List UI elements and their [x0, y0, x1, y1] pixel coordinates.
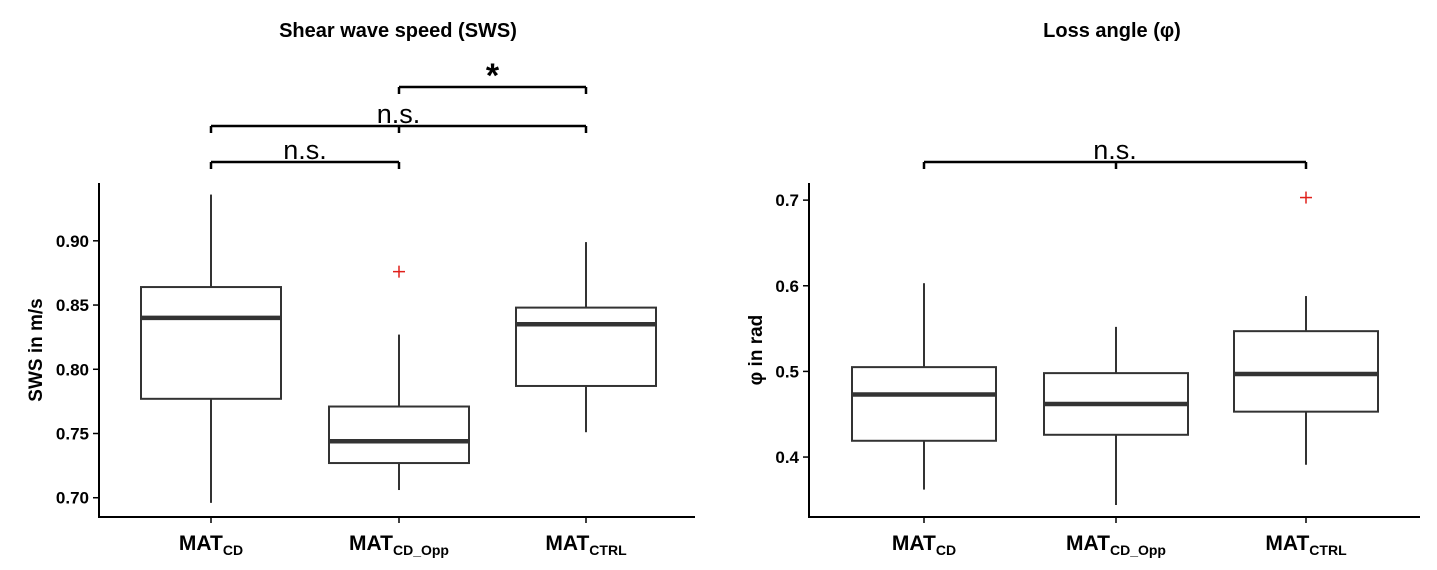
y-tick-label: 0.70: [56, 489, 89, 508]
box-iqr: [140, 286, 282, 400]
category-subscript: CTRL: [589, 542, 627, 558]
y-tick-label: 0.6: [775, 277, 799, 296]
category-subscript: CD_Opp: [393, 542, 449, 558]
x-tick-label: MATCD_Opp: [1066, 532, 1166, 558]
category-subscript: CD_Opp: [1110, 542, 1166, 558]
y-axis-label: φ in rad: [746, 315, 767, 386]
category-main: MAT: [1265, 532, 1309, 555]
x-tick-label: MATCTRL: [545, 532, 627, 558]
significance-label: n.s.: [377, 99, 421, 129]
y-tick-label: 0.75: [56, 425, 89, 444]
chart-title: Shear wave speed (SWS): [279, 20, 517, 42]
x-tick-label: MATCD_Opp: [349, 532, 449, 558]
x-tick-label: MATCD: [892, 532, 956, 558]
significance-bracket: n.s.: [922, 135, 1308, 169]
significance-label: n.s.: [283, 135, 327, 165]
significance-bracket: *: [397, 57, 588, 95]
significance-bracket: n.s.: [209, 99, 588, 133]
outlier-marker: [393, 265, 405, 278]
y-tick-label: 0.90: [56, 232, 89, 251]
x-tick-label: MATCTRL: [1265, 532, 1347, 558]
y-tick-label: 0.5: [775, 362, 799, 381]
box-iqr: [515, 306, 657, 387]
category-main: MAT: [892, 532, 936, 555]
box-iqr: [1233, 330, 1379, 413]
significance-bracket: n.s.: [209, 135, 401, 169]
significance-label: *: [486, 57, 500, 95]
category-subscript: CD: [223, 542, 243, 558]
outlier-marker: [1300, 191, 1312, 204]
chart-title: Loss angle (φ): [1043, 20, 1181, 42]
y-tick-label: 0.80: [56, 360, 89, 379]
significance-label: n.s.: [1093, 135, 1137, 165]
box-iqr: [328, 405, 470, 465]
box-iqr: [851, 366, 997, 442]
category-main: MAT: [349, 532, 393, 555]
chart-panel-1: Shear wave speed (SWS) 0.70 0.75 0.80 0.85 0.…: [26, 20, 695, 558]
category-main: MAT: [545, 532, 589, 555]
y-axis-label: SWS in m/s: [26, 298, 47, 401]
category-subscript: CD: [936, 542, 956, 558]
y-tick-label: 0.4: [775, 448, 799, 467]
category-main: MAT: [1066, 532, 1110, 555]
x-tick-label: MATCD: [179, 532, 243, 558]
y-tick-label: 0.85: [56, 296, 89, 315]
y-tick-label: 0.7: [775, 191, 799, 210]
category-subscript: CTRL: [1309, 542, 1347, 558]
category-main: MAT: [179, 532, 223, 555]
